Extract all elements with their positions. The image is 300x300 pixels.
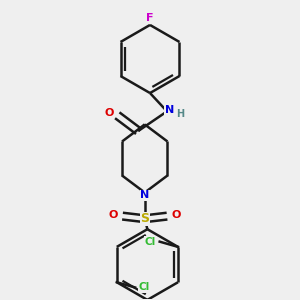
Text: S: S [140, 212, 149, 225]
Text: N: N [140, 190, 149, 200]
Text: Cl: Cl [139, 283, 150, 292]
Text: H: H [176, 109, 184, 119]
Text: O: O [172, 210, 181, 220]
Text: F: F [146, 14, 154, 23]
Text: N: N [165, 105, 174, 115]
Text: O: O [109, 210, 118, 220]
Text: Cl: Cl [145, 237, 156, 247]
Text: O: O [105, 108, 114, 118]
